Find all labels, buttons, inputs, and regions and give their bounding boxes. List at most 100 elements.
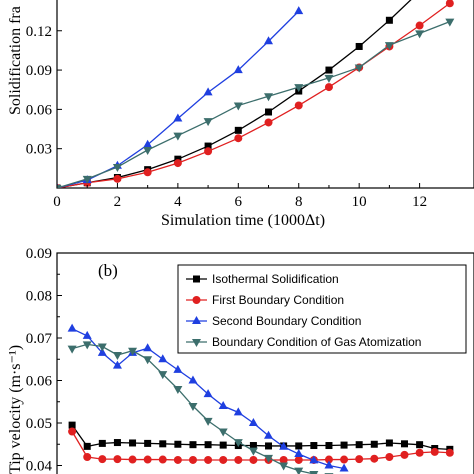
legend-marker-3 (192, 339, 201, 347)
data-point-bottom-2 (188, 375, 198, 384)
y-tick-label-top: 0.06 (26, 102, 53, 118)
data-point-bottom-2 (97, 347, 107, 356)
data-point-bottom-1 (143, 455, 152, 464)
data-point-top-1 (234, 134, 243, 143)
data-point-bottom-1 (340, 455, 349, 464)
axes-top: 0 2 4 6 8 10 12 0.03 0.06 0.09 0.12 (26, 24, 427, 210)
data-point-bottom-2 (112, 360, 122, 369)
data-point-top-2 (233, 65, 243, 74)
data-point-bottom-2 (279, 441, 289, 450)
data-point-bottom-2 (309, 455, 319, 464)
data-point-bottom-1 (98, 455, 107, 464)
chart-bottom: 0.04 0.05 0.06 0.07 0.08 0.09 (b) Tip velocit… (7, 246, 474, 474)
data-point-bottom-1 (188, 455, 197, 464)
data-point-bottom-0 (295, 442, 303, 450)
x-axis-title-top: Simulation time (1000Δt) (161, 212, 325, 229)
data-point-bottom-2 (203, 389, 213, 398)
data-point-bottom-0 (340, 441, 348, 449)
series-line-top-1 (57, 2, 451, 188)
series-line-top-3 (57, 20, 451, 188)
panel-label: (b) (98, 261, 118, 280)
data-point-top-3 (203, 118, 213, 127)
data-point-bottom-1 (204, 455, 213, 464)
data-point-top-0 (385, 16, 393, 24)
data-point-bottom-2 (248, 418, 258, 426)
y-tick-label-bottom: 0.07 (26, 331, 53, 347)
data-point-top-3 (173, 132, 183, 141)
axes-bottom: 0.04 0.05 0.06 0.07 0.08 0.09 (26, 246, 62, 474)
data-point-bottom-1 (294, 455, 303, 464)
data-point-bottom-1 (68, 427, 77, 436)
data-point-bottom-3 (279, 462, 289, 471)
data-point-top-0 (234, 126, 242, 134)
data-point-bottom-3 (203, 417, 213, 426)
data-point-bottom-0 (68, 421, 76, 429)
data-point-bottom-0 (83, 442, 91, 450)
data-point-bottom-3 (143, 356, 153, 365)
legend-marker-1 (192, 296, 201, 304)
y-tick-label-top: 0.03 (26, 142, 52, 158)
data-point-bottom-0 (355, 441, 363, 449)
data-point-bottom-2 (67, 323, 77, 332)
data-point-bottom-0 (98, 439, 106, 447)
data-point-bottom-0 (370, 440, 378, 448)
legend-label-1: First Boundary Condition (212, 293, 344, 307)
y-tick-label-bottom: 0.06 (26, 374, 53, 390)
data-point-bottom-3 (82, 341, 92, 350)
data-point-top-3 (233, 102, 243, 111)
data-point-bottom-3 (97, 343, 107, 352)
legend-marker-2 (192, 316, 201, 324)
data-point-top-3 (294, 84, 304, 93)
data-point-top-3 (143, 147, 153, 155)
data-point-bottom-1 (128, 455, 137, 464)
data-point-bottom-0 (204, 441, 212, 449)
series-layer-bottom (67, 323, 454, 474)
data-point-bottom-0 (265, 442, 273, 450)
data-point-bottom-3 (112, 352, 122, 360)
x-tick-label-top: 6 (235, 194, 243, 210)
y-tick-label-bottom: 0.04 (26, 459, 53, 474)
data-point-top-1 (173, 159, 182, 168)
legend-box (177, 264, 467, 354)
data-point-top-3 (384, 42, 394, 51)
y-tick-label-bottom: 0.08 (26, 289, 52, 305)
legend: Isothermal Solidification First Boundary … (177, 264, 467, 354)
data-point-bottom-2 (82, 330, 92, 339)
data-point-bottom-3 (264, 454, 274, 463)
y-tick-label-top: 0.09 (26, 63, 52, 79)
legend-marker-0 (193, 275, 200, 283)
data-point-top-0 (355, 42, 363, 50)
y-axis-title-bottom: Tip velocity (m·s⁻¹) (7, 345, 24, 474)
data-point-bottom-3 (173, 386, 183, 394)
y-tick-label-bottom: 0.09 (26, 246, 52, 262)
data-point-bottom-3 (158, 371, 168, 380)
data-point-bottom-1 (173, 455, 182, 464)
data-point-bottom-1 (415, 448, 424, 457)
data-point-bottom-2 (143, 343, 153, 352)
data-point-bottom-1 (355, 455, 364, 464)
x-tick-label-top: 4 (174, 194, 182, 210)
data-point-top-0 (265, 108, 273, 116)
data-point-bottom-0 (144, 439, 152, 447)
data-point-bottom-1 (158, 455, 167, 464)
data-point-top-2 (173, 113, 183, 122)
data-point-bottom-2 (173, 364, 183, 373)
legend-label-3: Boundary Condition of Gas Atomization (212, 335, 421, 349)
data-point-top-3 (112, 164, 122, 173)
data-point-bottom-3 (294, 467, 304, 474)
x-tick-label-top: 12 (412, 194, 427, 210)
data-point-top-3 (57, 185, 62, 188)
x-tick-label-top: 0 (53, 194, 61, 210)
x-tick-label-top: 2 (114, 194, 122, 210)
data-point-bottom-1 (83, 453, 92, 461)
data-point-bottom-0 (113, 439, 121, 447)
data-point-top-3 (324, 74, 334, 83)
data-point-bottom-0 (219, 441, 227, 449)
data-point-top-1 (415, 21, 424, 30)
data-point-bottom-3 (248, 447, 258, 456)
data-point-top-2 (264, 36, 274, 45)
data-point-top-3 (264, 93, 274, 102)
data-point-bottom-0 (129, 439, 137, 447)
data-point-bottom-0 (310, 442, 318, 450)
